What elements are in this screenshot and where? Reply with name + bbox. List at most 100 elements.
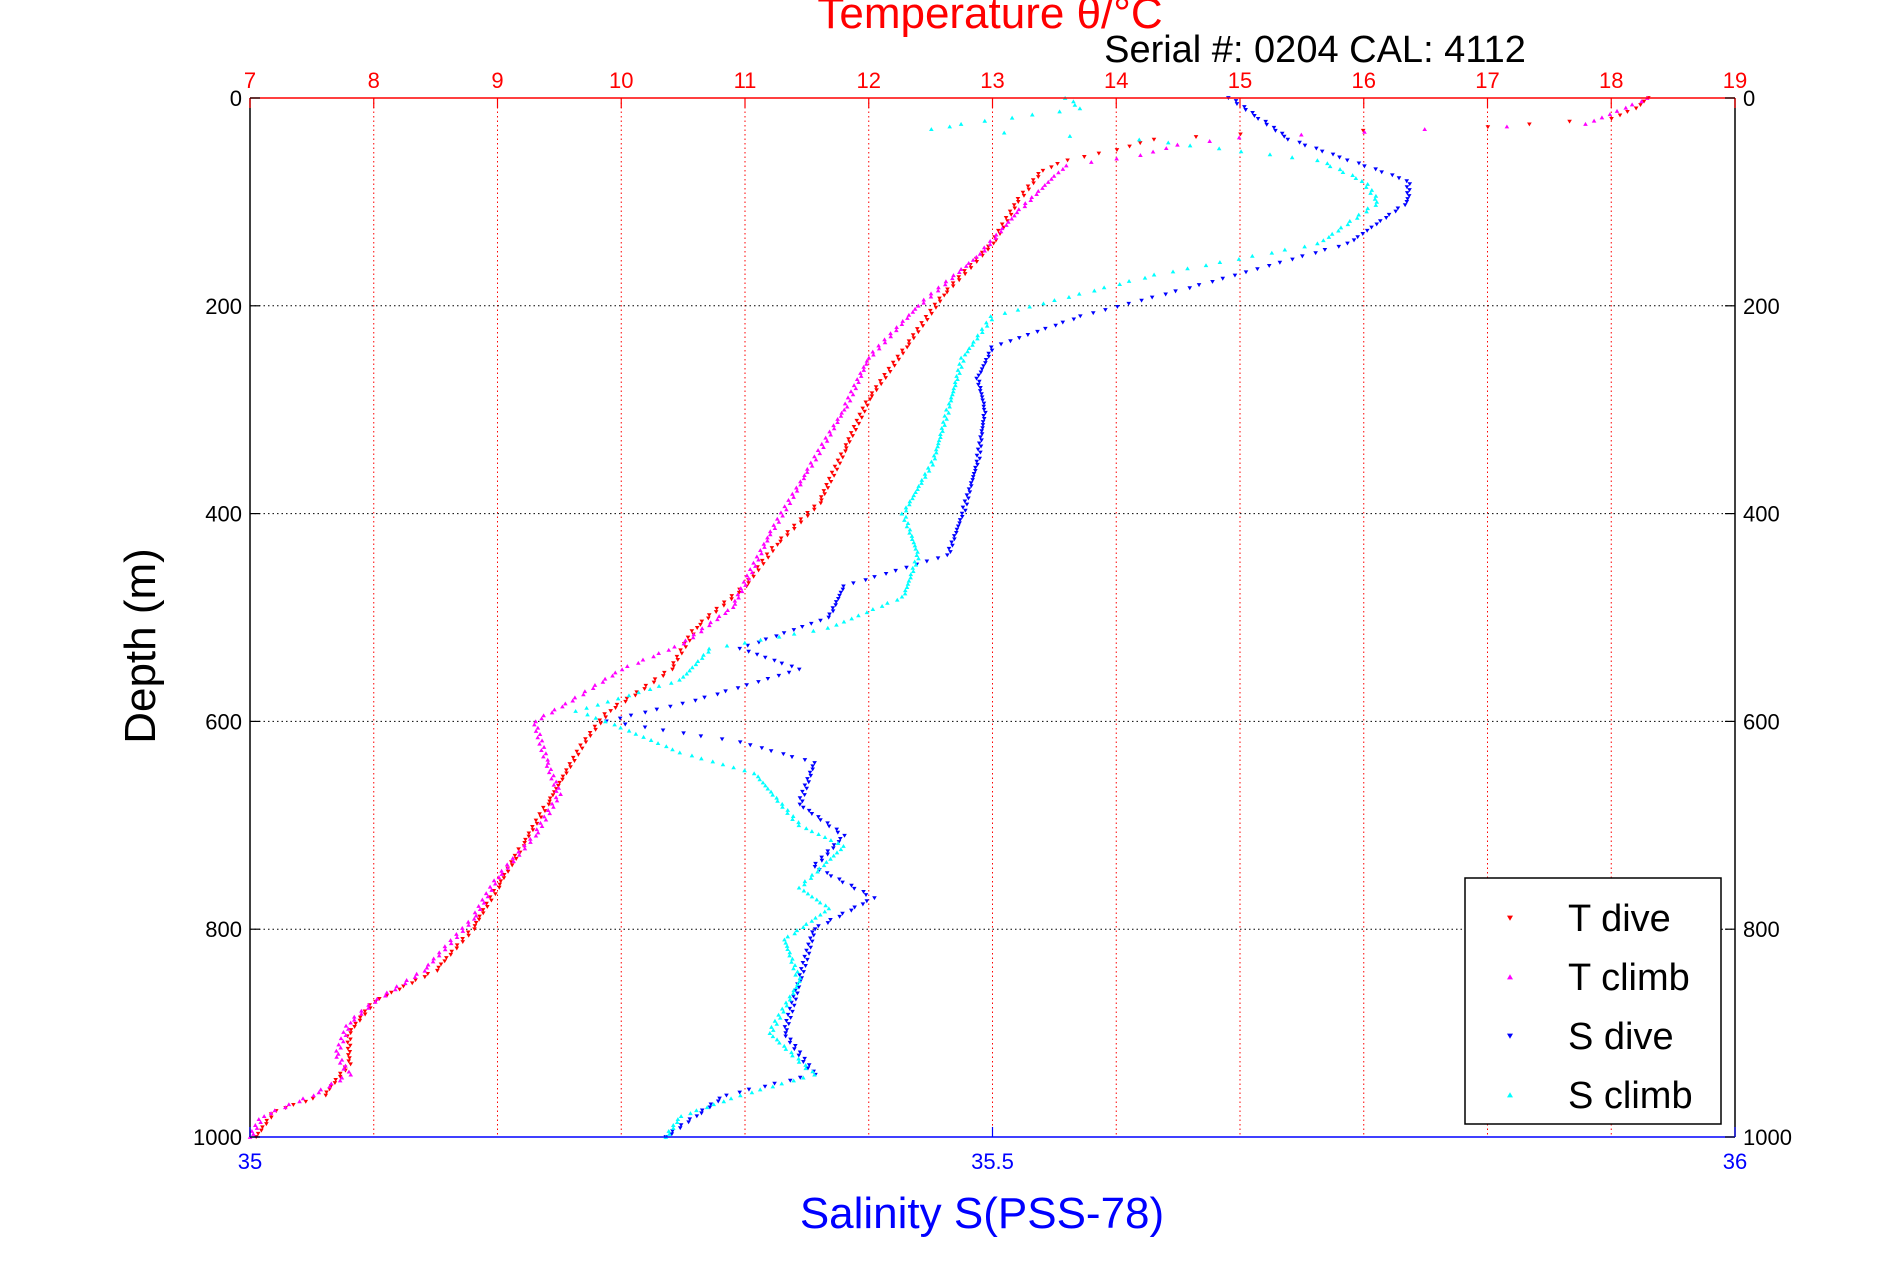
data-point	[787, 1040, 793, 1045]
data-point	[828, 432, 833, 437]
data-point	[605, 699, 611, 704]
data-point	[765, 538, 770, 543]
data-point	[1170, 269, 1176, 274]
data-point	[864, 899, 870, 904]
data-point	[549, 710, 555, 715]
data-point	[800, 960, 806, 965]
data-point	[556, 785, 561, 790]
data-point	[770, 1027, 776, 1032]
data-point	[774, 795, 779, 800]
data-point	[592, 682, 598, 687]
data-point	[942, 413, 948, 418]
data-point	[945, 287, 950, 292]
data-point	[339, 1057, 345, 1062]
data-point	[1313, 251, 1318, 256]
data-point	[535, 725, 541, 730]
data-point	[614, 702, 620, 707]
data-point	[979, 367, 985, 372]
data-point	[542, 809, 548, 813]
data-point	[760, 780, 766, 785]
data-point	[690, 635, 696, 640]
legend-marker	[1507, 915, 1513, 921]
data-point	[1035, 329, 1040, 334]
data-point	[966, 487, 972, 492]
data-point	[341, 1066, 347, 1071]
data-point	[801, 970, 806, 975]
data-point	[583, 737, 588, 742]
data-point	[838, 836, 843, 841]
data-point	[337, 1060, 343, 1065]
data-point	[905, 315, 910, 320]
data-point	[723, 689, 728, 694]
data-point	[962, 352, 968, 357]
data-point	[572, 759, 577, 763]
data-point	[986, 351, 991, 356]
data-point	[1043, 326, 1048, 331]
data-point	[798, 479, 803, 484]
data-point	[812, 1072, 817, 1077]
data-point	[720, 762, 726, 767]
data-point	[549, 801, 555, 806]
data-point	[782, 1025, 788, 1030]
data-point	[866, 355, 872, 360]
data-point	[1126, 301, 1132, 306]
data-point	[789, 664, 795, 669]
data-point	[864, 610, 870, 615]
data-point	[999, 222, 1005, 227]
data-point	[480, 911, 486, 916]
data-point	[983, 410, 988, 415]
data-point	[1340, 170, 1346, 175]
bottom-tick-label: 35	[238, 1149, 262, 1174]
data-point	[838, 452, 844, 457]
data-point	[784, 507, 789, 512]
data-point	[912, 306, 918, 311]
data-point	[409, 981, 415, 986]
data-point	[1136, 137, 1142, 142]
right-tick-label: 800	[1743, 917, 1780, 942]
data-point	[573, 708, 578, 713]
data-point	[1012, 213, 1017, 218]
data-point	[863, 893, 869, 897]
top-tick-label: 13	[980, 68, 1004, 93]
data-point	[672, 644, 677, 649]
data-point	[1049, 165, 1054, 170]
data-point	[872, 575, 877, 580]
data-point	[436, 950, 442, 955]
data-point	[454, 935, 460, 939]
data-point	[1406, 194, 1412, 199]
data-point	[782, 504, 787, 509]
data-point	[922, 471, 928, 476]
data-point	[882, 373, 887, 377]
data-point	[683, 638, 688, 643]
data-point	[1322, 248, 1328, 252]
data-point	[539, 748, 544, 753]
data-point	[1035, 189, 1041, 193]
data-point	[790, 991, 796, 996]
data-point	[592, 724, 598, 729]
data-point	[1015, 200, 1021, 204]
data-point	[821, 445, 826, 449]
data-point	[841, 407, 847, 412]
data-point	[809, 939, 815, 944]
data-point	[1022, 204, 1028, 209]
data-point	[473, 920, 479, 925]
data-point	[837, 914, 842, 919]
data-point	[647, 687, 653, 692]
data-point	[567, 762, 573, 767]
data-point	[785, 533, 790, 538]
data-point	[701, 652, 706, 657]
data-point	[987, 242, 993, 247]
data-point	[662, 670, 667, 675]
data-point	[348, 1062, 353, 1067]
data-point	[796, 823, 802, 828]
data-point	[1020, 190, 1026, 195]
data-point	[842, 401, 848, 406]
data-point	[819, 858, 825, 863]
data-point	[1025, 333, 1031, 337]
data-point	[1025, 184, 1031, 189]
data-point	[1373, 193, 1379, 198]
data-point	[1003, 216, 1009, 220]
data-point	[940, 419, 946, 424]
data-point	[853, 428, 859, 432]
data-point	[487, 884, 493, 889]
